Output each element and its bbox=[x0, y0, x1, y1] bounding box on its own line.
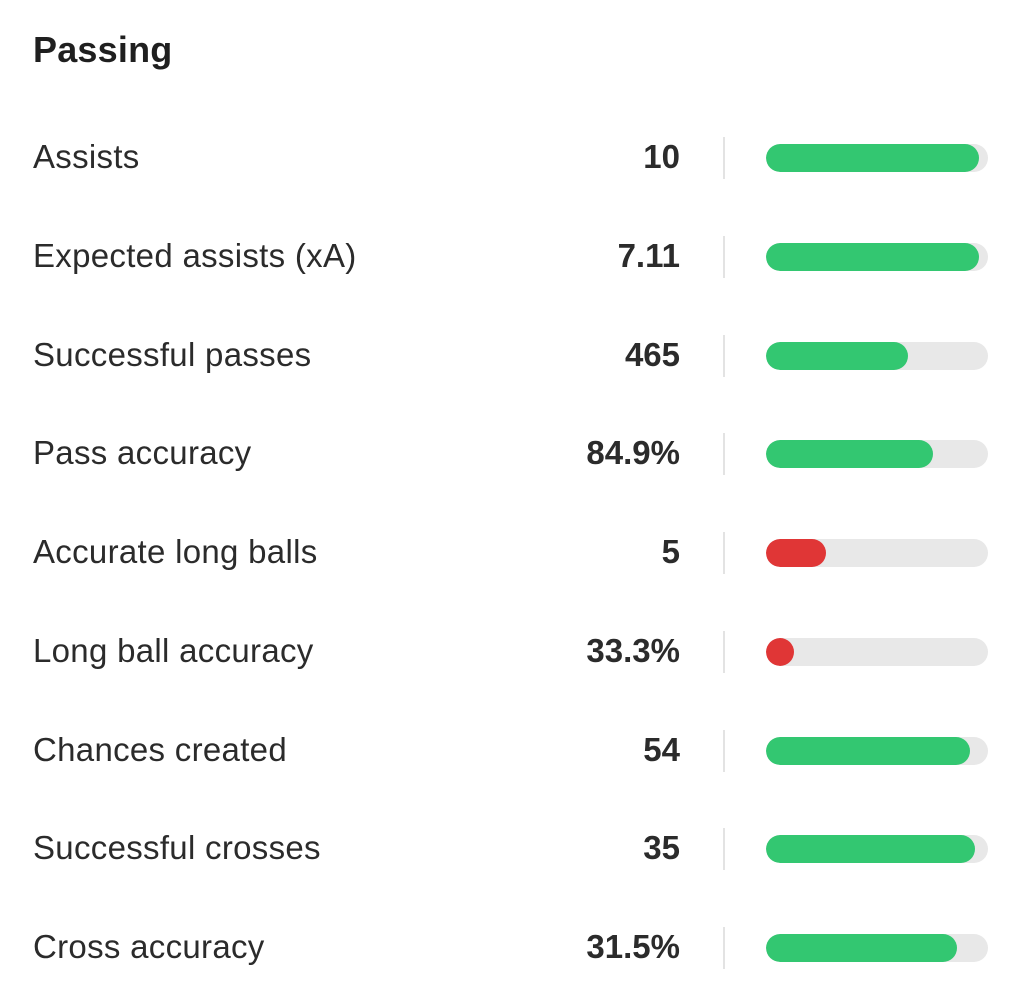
stat-bar-fill bbox=[766, 539, 826, 567]
stat-bar-fill bbox=[766, 934, 957, 962]
stat-bar bbox=[766, 835, 988, 864]
stat-row-accurate-long-balls[interactable]: Accurate long balls 5 bbox=[0, 503, 1024, 602]
divider bbox=[723, 433, 725, 476]
stat-row-successful-crosses[interactable]: Successful crosses 35 bbox=[0, 799, 1024, 898]
stat-row-expected-assists[interactable]: Expected assists (xA) 7.11 bbox=[0, 207, 1024, 306]
stat-value: 54 bbox=[643, 730, 680, 768]
stat-label: Successful passes bbox=[33, 335, 312, 373]
stat-bar-fill bbox=[766, 835, 975, 864]
divider bbox=[723, 630, 725, 673]
stat-bar bbox=[766, 341, 988, 370]
divider bbox=[723, 334, 725, 377]
stat-row-assists[interactable]: Assists 10 bbox=[0, 108, 1024, 207]
section-title: Passing bbox=[33, 29, 173, 70]
stat-row-successful-passes[interactable]: Successful passes 465 bbox=[0, 306, 1024, 405]
stat-label: Successful crosses bbox=[33, 829, 321, 867]
stat-value: 31.5% bbox=[586, 928, 680, 965]
stat-value: 7.11 bbox=[617, 236, 680, 274]
divider bbox=[723, 532, 725, 574]
stat-label: Assists bbox=[33, 138, 140, 175]
stat-row-cross-accuracy[interactable]: Cross accuracy 31.5% bbox=[0, 898, 1024, 997]
divider bbox=[723, 137, 725, 179]
stat-list: Assists 10 Expected assists (xA) 7.11 Su… bbox=[0, 108, 1024, 997]
stat-row-long-ball-accuracy[interactable]: Long ball accuracy 33.3% bbox=[0, 602, 1024, 701]
stat-value: 10 bbox=[643, 138, 680, 175]
stat-bar-fill bbox=[766, 736, 971, 765]
stat-label: Cross accuracy bbox=[33, 928, 265, 965]
stat-row-chances-created[interactable]: Chances created 54 bbox=[0, 701, 1024, 800]
stat-bar-fill bbox=[766, 637, 794, 666]
stat-bar-fill bbox=[766, 242, 980, 271]
divider bbox=[723, 927, 725, 969]
stat-label: Chances created bbox=[33, 730, 287, 768]
stat-label: Long ball accuracy bbox=[33, 631, 314, 669]
stat-bar bbox=[766, 637, 988, 666]
stat-row-pass-accuracy[interactable]: Pass accuracy 84.9% bbox=[0, 404, 1024, 503]
stat-bar bbox=[766, 144, 988, 172]
stat-label: Accurate long balls bbox=[33, 533, 318, 570]
stat-bar bbox=[766, 242, 988, 271]
divider bbox=[723, 729, 725, 772]
stat-label: Expected assists (xA) bbox=[33, 236, 357, 274]
stat-bar-fill bbox=[766, 341, 909, 370]
stat-bar bbox=[766, 934, 988, 962]
stat-value: 84.9% bbox=[586, 434, 680, 472]
stat-bar-fill bbox=[766, 440, 933, 469]
divider bbox=[723, 828, 725, 871]
stat-bar-fill bbox=[766, 144, 980, 172]
stat-bar bbox=[766, 539, 988, 567]
stat-value: 35 bbox=[643, 829, 680, 867]
stat-bar bbox=[766, 736, 988, 765]
stat-value: 33.3% bbox=[586, 631, 680, 669]
stat-label: Pass accuracy bbox=[33, 434, 252, 472]
stat-bar bbox=[766, 440, 988, 469]
stat-value: 5 bbox=[661, 533, 680, 570]
stat-value: 465 bbox=[624, 335, 680, 373]
divider bbox=[723, 235, 725, 278]
